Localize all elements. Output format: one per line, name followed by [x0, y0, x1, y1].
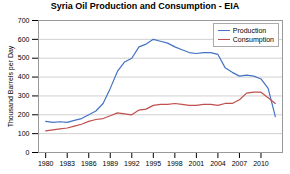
svg-text:200: 200 — [18, 111, 30, 118]
html-text:Syria Oil Production and Consu: Syria Oil Production and Consumption - E… — [50, 1, 240, 11]
svg-text:1986: 1986 — [81, 160, 97, 167]
svg-text:0: 0 — [26, 149, 30, 156]
svg-text:1992: 1992 — [124, 160, 140, 167]
svg-text:1989: 1989 — [102, 160, 118, 167]
svg-text:2001: 2001 — [189, 160, 205, 167]
svg-text:600: 600 — [18, 36, 30, 43]
svg-text:700: 700 — [18, 17, 30, 24]
svg-text:2010: 2010 — [253, 160, 269, 167]
svg-text:1998: 1998 — [167, 160, 183, 167]
svg-text:Thousand Barrels per Day: Thousand Barrels per Day — [7, 45, 15, 127]
svg-text:2007: 2007 — [232, 160, 248, 167]
svg-text:300: 300 — [18, 92, 30, 99]
svg-text:1983: 1983 — [59, 160, 75, 167]
svg-text:2004: 2004 — [210, 160, 226, 167]
svg-text:1980: 1980 — [38, 160, 54, 167]
html-text:Production: Production — [232, 27, 267, 34]
html-text:Consumption: Consumption — [232, 36, 274, 43]
svg-text:1995: 1995 — [146, 160, 162, 167]
svg-text:400: 400 — [18, 73, 30, 80]
svg-text:500: 500 — [18, 54, 30, 61]
svg-text:100: 100 — [18, 130, 30, 137]
